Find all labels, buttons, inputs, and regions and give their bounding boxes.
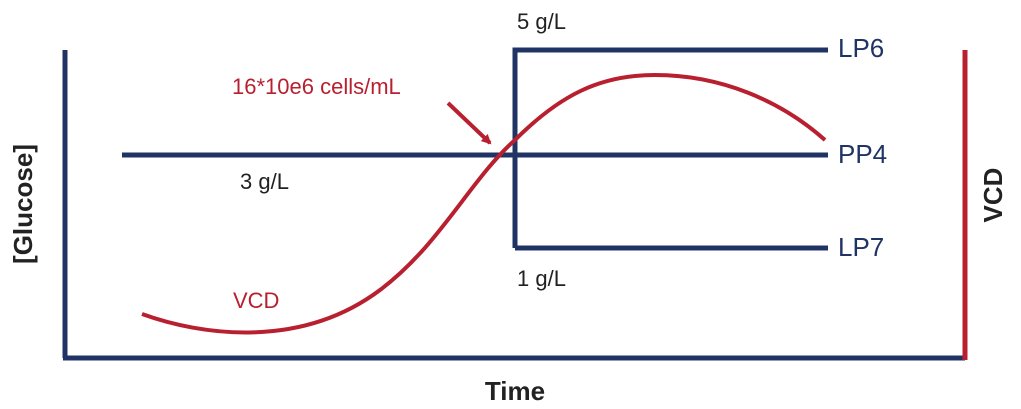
lp6-annotation: 5 g/L [517,9,566,34]
y-axis-label: [Glucose] [8,144,38,264]
curve-label: VCD [233,288,279,313]
lp7-label: LP7 [838,232,884,262]
y2-axis-label: VCD [978,168,1008,223]
annotation-arrow [446,101,492,145]
pp4-label: PP4 [838,139,887,169]
x-axis-label: Time [485,376,545,406]
curve-annotation: 16*10e6 cells/mL [232,74,401,99]
lp7-annotation: 1 g/L [517,266,566,291]
lp6-line [512,47,828,248]
vcd-curve [141,72,827,335]
pp4-annotation: 3 g/L [240,169,289,194]
lp6-label: LP6 [838,33,884,63]
